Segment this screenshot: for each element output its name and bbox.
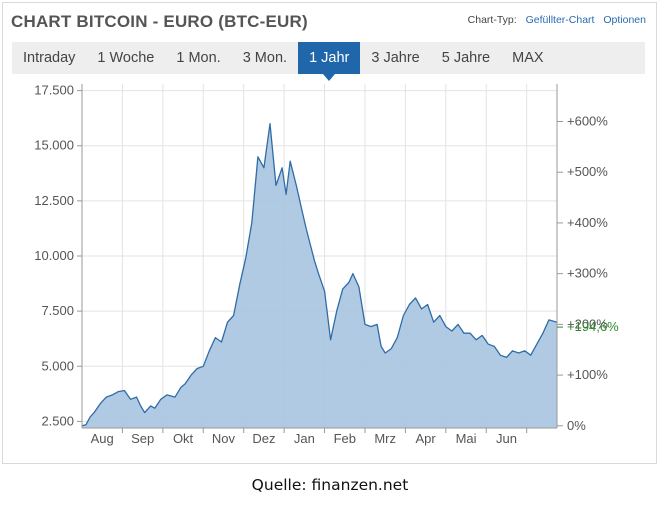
- tab-label: MAX: [512, 50, 544, 66]
- x-tick-label: Feb: [334, 431, 356, 446]
- tab-1-jahr[interactable]: 1 Jahr: [298, 42, 361, 81]
- y-tick-label: 17.500: [34, 83, 74, 98]
- tab-3-mon[interactable]: 3 Mon.: [232, 42, 298, 74]
- y-tick-label: 15.000: [34, 138, 74, 153]
- tab-label: 1 Woche: [97, 50, 155, 66]
- y-right-tick-label: +200%: [567, 316, 608, 331]
- tab-intraday[interactable]: Intraday: [12, 42, 86, 74]
- y-right-tick-label: +100%: [567, 367, 608, 382]
- tab-5-jahre[interactable]: 5 Jahre: [431, 42, 501, 74]
- x-tick-label: Sep: [131, 431, 154, 446]
- x-tick-label: Dez: [252, 431, 275, 446]
- chart-type-bar: Chart-Typ: Gefüllter-Chart Optionen: [468, 14, 646, 26]
- time-range-tabs: Intraday 1 Woche 1 Mon. 3 Mon. 1 Jahr 3 …: [12, 42, 645, 81]
- chart-title: CHART BITCOIN - EURO (BTC-EUR): [11, 12, 308, 31]
- tab-max[interactable]: MAX: [501, 42, 554, 74]
- chart-type-link[interactable]: Gefüllter-Chart: [525, 14, 595, 26]
- tab-1-woche[interactable]: 1 Woche: [86, 42, 165, 74]
- x-tick-label: Jun: [496, 431, 517, 446]
- tab-label: Intraday: [23, 50, 76, 66]
- current-change-label: +194,6%: [567, 319, 619, 334]
- tab-label: 3 Mon.: [242, 50, 288, 66]
- y-tick-label: 7.500: [41, 303, 74, 318]
- chart-type-label: Chart-Typ:: [467, 14, 517, 26]
- tab-1-mon[interactable]: 1 Mon.: [165, 42, 231, 74]
- y-tick-label: 10.000: [34, 248, 74, 263]
- source-caption: Quelle: finanzen.net: [251, 476, 409, 494]
- tab-label: 3 Jahre: [371, 50, 420, 66]
- tab-3-jahre[interactable]: 3 Jahre: [360, 42, 430, 74]
- x-tick-label: Apr: [415, 431, 436, 446]
- y-right-tick-label: +400%: [567, 215, 608, 230]
- x-tick-label: Mai: [456, 431, 477, 446]
- y-tick-label: 5.000: [41, 358, 74, 373]
- tab-label: 5 Jahre: [441, 50, 491, 66]
- price-line: [81, 123, 558, 427]
- y-right-tick-label: +300%: [567, 266, 608, 281]
- active-tab-caret-icon: [323, 74, 336, 81]
- x-tick-label: Okt: [173, 431, 194, 446]
- price-area: [82, 123, 557, 428]
- options-link[interactable]: Optionen: [603, 14, 646, 26]
- x-tick-label: Nov: [212, 431, 236, 446]
- tab-label: 1 Jahr: [309, 50, 350, 66]
- y-right-tick-label: 0%: [567, 418, 586, 433]
- tab-label: 1 Mon.: [176, 50, 221, 66]
- x-tick-label: Aug: [91, 431, 114, 446]
- x-tick-label: Jan: [294, 431, 315, 446]
- y-right-tick-label: +600%: [567, 113, 608, 128]
- y-right-tick-label: +500%: [567, 164, 608, 179]
- y-tick-label: 12.500: [34, 193, 74, 208]
- x-tick-label: Mrz: [374, 431, 396, 446]
- y-tick-label: 2.500: [41, 413, 74, 428]
- price-chart: 2.500 5.000 7.500 10.000 12.500 15.000 17.500 0…: [34, 83, 619, 446]
